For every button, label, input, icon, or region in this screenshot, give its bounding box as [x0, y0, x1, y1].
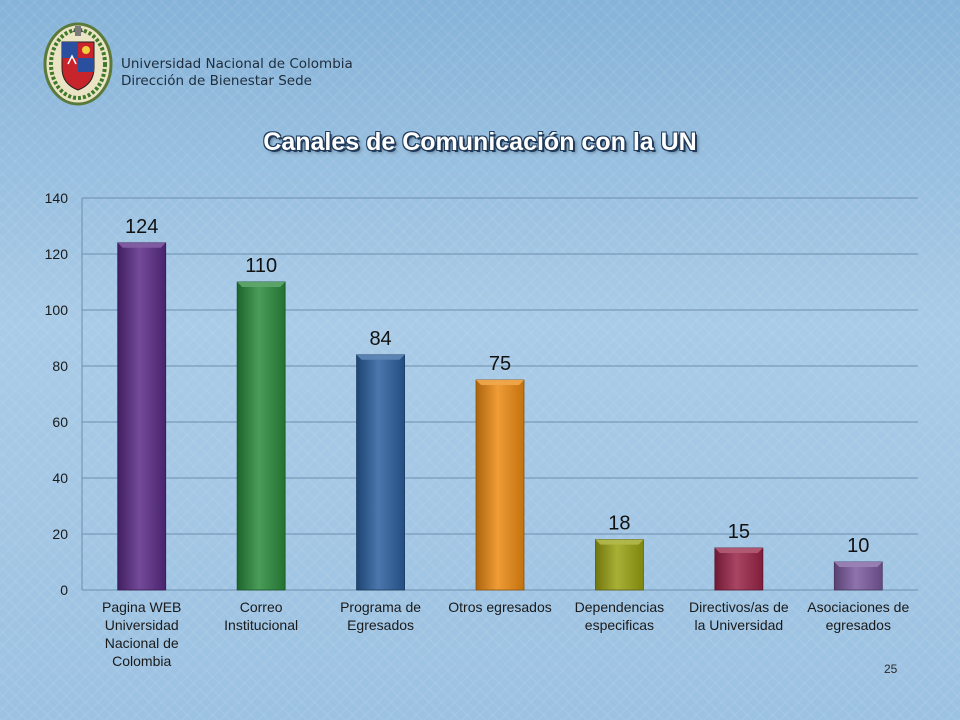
y-tick-label: 80 [52, 358, 68, 374]
y-tick-label: 100 [45, 302, 69, 318]
bar [714, 547, 764, 591]
bar [595, 539, 644, 591]
institution-header: Universidad Nacional de Colombia Direcci… [121, 56, 353, 90]
bar [475, 379, 525, 591]
university-crest-logo [43, 22, 113, 106]
bar-top-bevel [714, 548, 763, 553]
x-tick-label: la Universidad [694, 617, 783, 633]
bar-top-bevel [595, 539, 644, 545]
bar-value-label: 84 [369, 328, 391, 350]
x-tick-label: Institucional [224, 617, 298, 633]
y-tick-label: 60 [52, 414, 68, 430]
bar-top-bevel [356, 354, 405, 360]
institution-name: Universidad Nacional de Colombia [121, 56, 353, 72]
bar [356, 354, 405, 591]
bar-top-bevel [237, 282, 286, 287]
x-tick-label: Otros egresados [448, 599, 552, 615]
bar-value-label: 18 [608, 513, 630, 535]
bar-value-label: 15 [728, 521, 750, 543]
bar [117, 242, 167, 591]
x-tick-label: Correo [240, 599, 283, 615]
x-tick-label: Dependencias [575, 599, 665, 615]
bar-value-label: 110 [245, 255, 277, 277]
bar-top-bevel [117, 242, 166, 248]
x-tick-label: Asociaciones de [807, 599, 909, 615]
department-name: Dirección de Bienestar Sede [121, 73, 312, 89]
bar-top-bevel [834, 562, 883, 567]
bar-value-label: 75 [489, 353, 511, 375]
bar [236, 281, 286, 591]
x-tick-label: Universidad [105, 617, 179, 633]
y-tick-label: 20 [52, 526, 68, 542]
y-tick-label: 140 [45, 190, 69, 206]
x-tick-label: Colombia [112, 653, 171, 669]
bar-value-label: 124 [125, 216, 158, 238]
x-tick-label: Directivos/as de [689, 599, 789, 615]
x-tick-label: egresados [826, 617, 891, 633]
x-tick-label: Pagina WEB [102, 599, 181, 615]
y-tick-label: 120 [45, 246, 69, 262]
x-tick-label: Programa de [340, 599, 421, 615]
x-tick-label: especificas [585, 617, 654, 633]
bar-value-label: 10 [847, 535, 869, 557]
y-tick-label: 0 [60, 582, 68, 598]
bar-top-bevel [476, 380, 524, 385]
x-tick-label: Nacional de [105, 635, 179, 651]
slide-title: Canales de Comunicación con la UN [263, 128, 697, 156]
page-number: 25 [884, 662, 898, 676]
x-tick-label: Egresados [347, 617, 414, 633]
y-tick-label: 40 [52, 470, 68, 486]
